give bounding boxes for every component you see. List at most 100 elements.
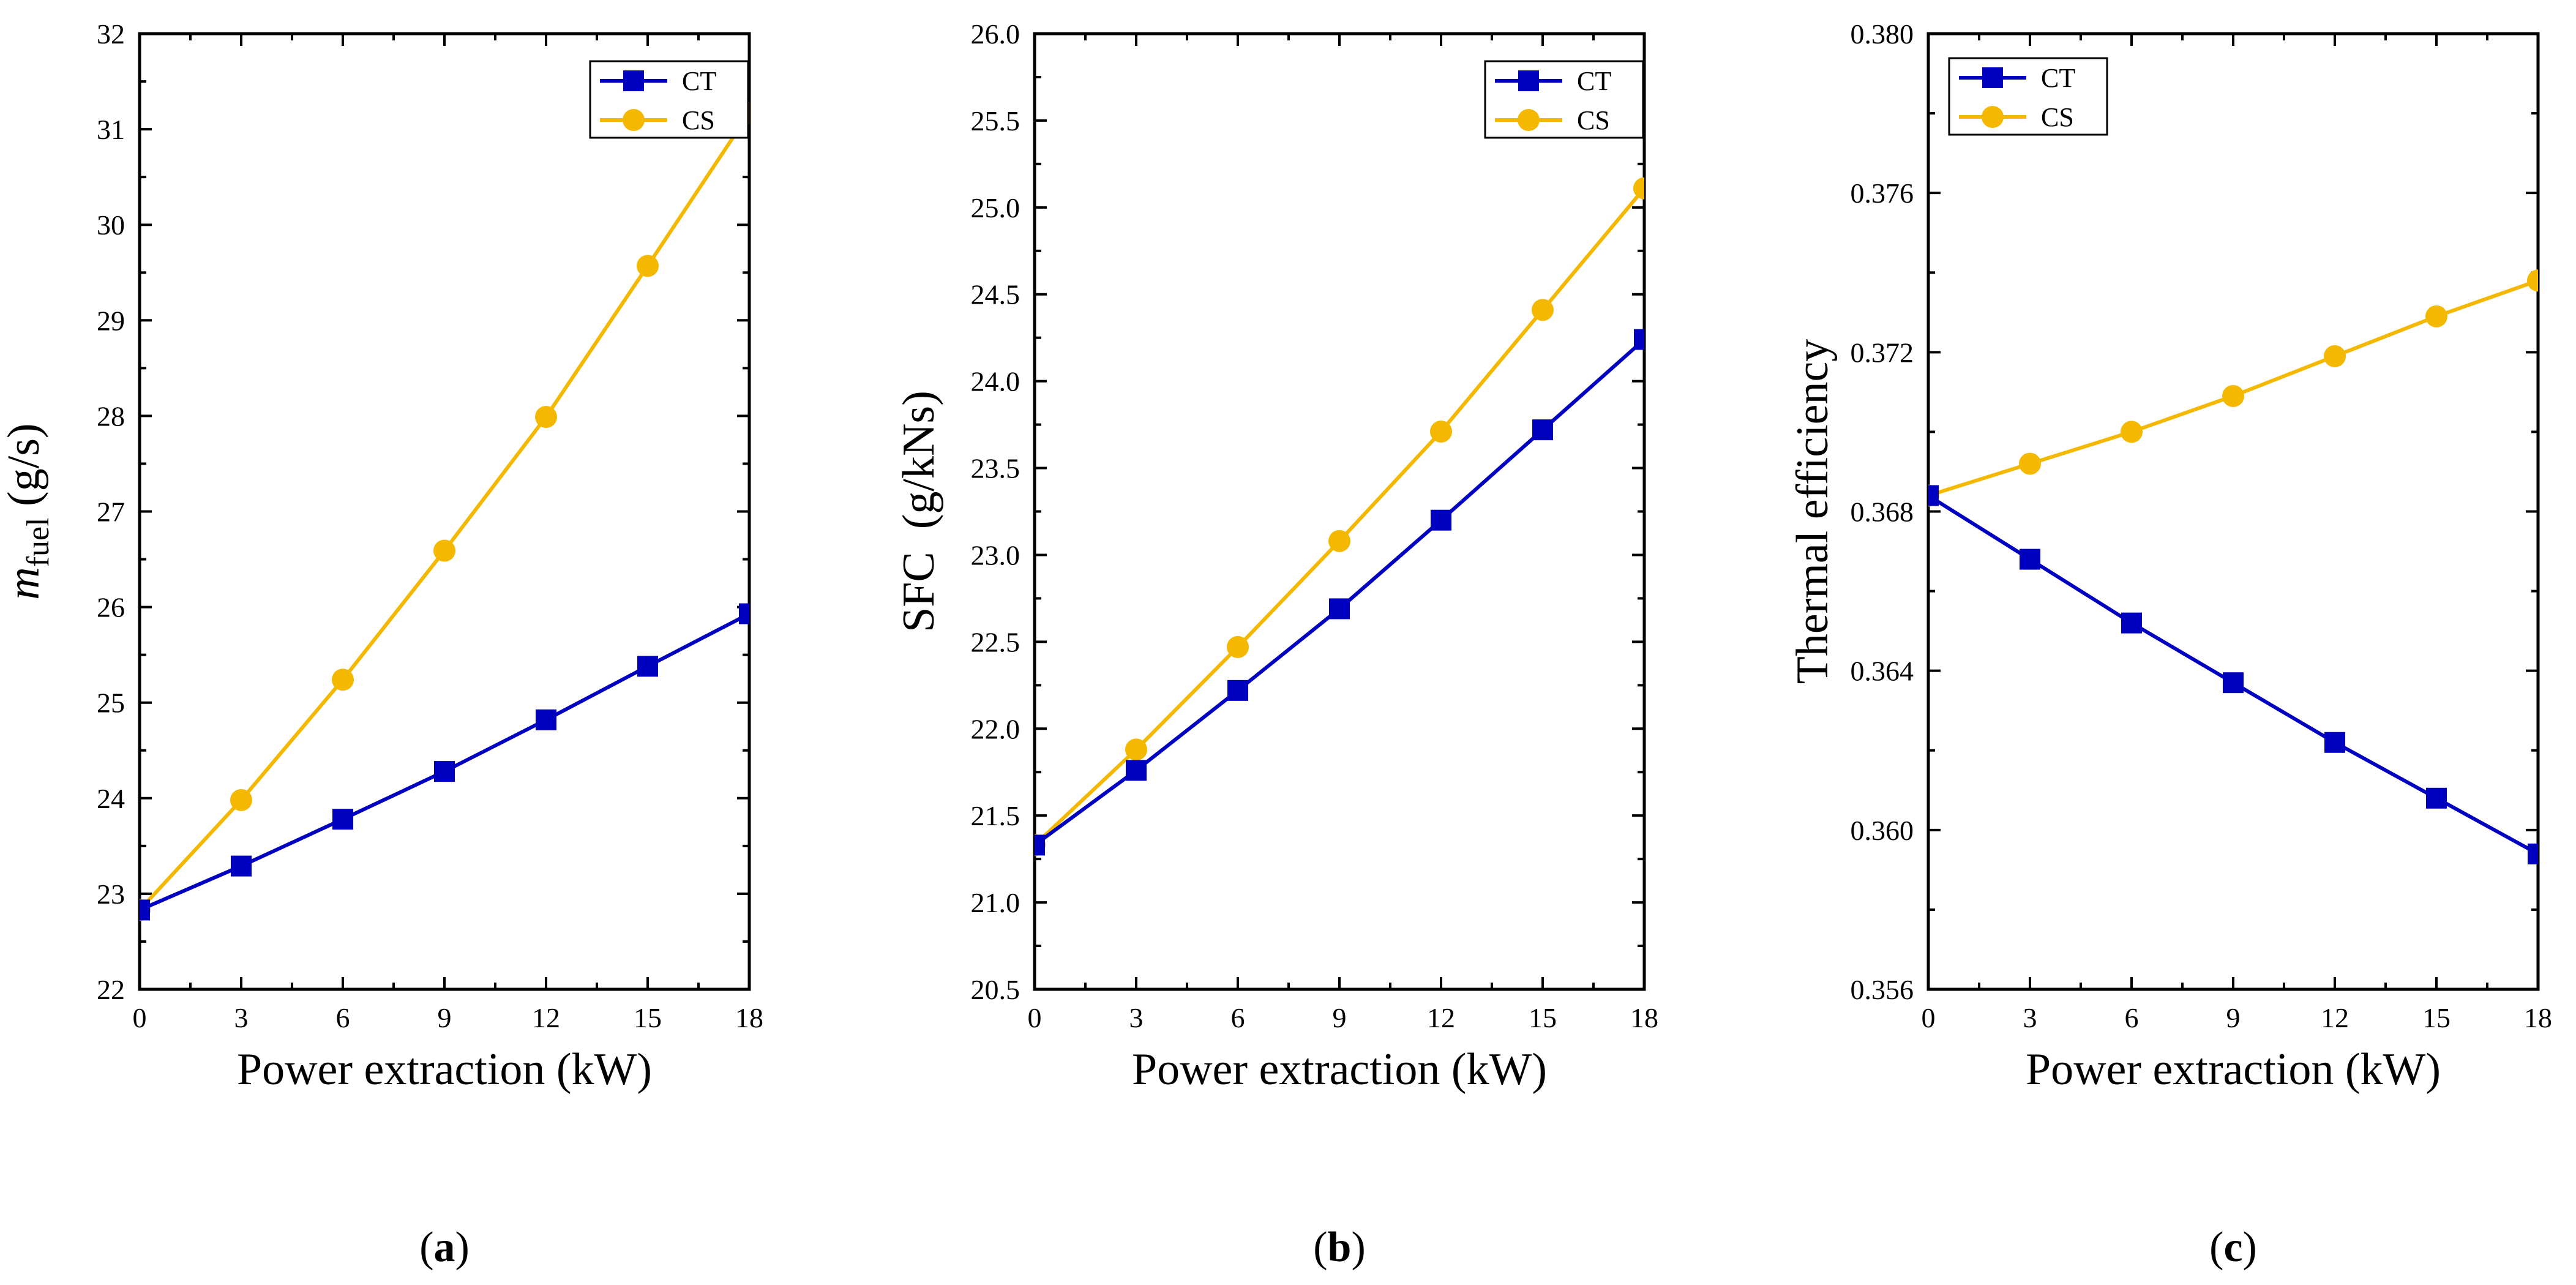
plot-frame bbox=[138, 32, 751, 991]
data-point-ct bbox=[1126, 760, 1147, 781]
y-tick-label: 26.0 bbox=[971, 18, 1020, 50]
legend-box bbox=[1948, 57, 2108, 136]
y-tick-label: 0.360 bbox=[1851, 815, 1914, 846]
data-point-cs bbox=[1328, 530, 1350, 552]
y-axis-title-unit: (g/s) bbox=[0, 423, 49, 517]
data-point-ct bbox=[1035, 834, 1045, 856]
data-point-ct bbox=[2426, 787, 2447, 809]
plot-frame bbox=[1926, 32, 2540, 991]
x-tick-label: 18 bbox=[735, 1002, 763, 1033]
chart-panel-a: 0 3 6 9 12 15 18 22 23 24 25 26 27 28 29 30 31 32 Power ex… bbox=[0, 18, 763, 1271]
legend-marker-cs bbox=[1518, 109, 1540, 131]
data-point-cs bbox=[637, 255, 659, 277]
data-point-cs bbox=[1633, 177, 1644, 200]
legend-box bbox=[1484, 60, 1644, 139]
y-axis-title: Thermal efficiency bbox=[1788, 339, 1838, 684]
legend: CT CS bbox=[1948, 57, 2108, 136]
panel-label: (b) bbox=[1313, 1224, 1366, 1271]
x-tick-label: 0 bbox=[1028, 1002, 1042, 1033]
data-point-cs bbox=[1532, 299, 1554, 321]
legend-label-ct: CT bbox=[2041, 63, 2075, 93]
x-tick-label: 3 bbox=[2023, 1002, 2037, 1033]
y-tick-label: 0.368 bbox=[1851, 496, 1914, 528]
series-line-cs bbox=[140, 111, 749, 912]
data-point-cs bbox=[332, 669, 354, 691]
x-tick-label: 9 bbox=[1333, 1002, 1347, 1033]
y-tick-label: 21.5 bbox=[971, 800, 1020, 831]
x-tick-label: 0 bbox=[133, 1002, 147, 1033]
data-point-ct bbox=[140, 899, 150, 921]
data-point-cs bbox=[1125, 738, 1147, 761]
legend: CT CS bbox=[589, 60, 749, 139]
y-tick-label: 0.376 bbox=[1851, 178, 1914, 209]
y-tick-label: 0.372 bbox=[1851, 337, 1914, 368]
data-point-cs bbox=[2121, 421, 2143, 443]
legend-label-cs: CS bbox=[2041, 102, 2074, 132]
data-point-cs bbox=[2527, 269, 2538, 292]
y-tick-label: 24.0 bbox=[971, 366, 1020, 397]
y-tick-label: 26 bbox=[97, 592, 125, 623]
data-point-cs bbox=[2019, 452, 2041, 475]
y-tick-label: 20.5 bbox=[971, 974, 1020, 1005]
data-point-cs bbox=[2222, 384, 2244, 407]
y-tick-label: 25.0 bbox=[971, 192, 1020, 223]
y-tick-label: 31 bbox=[97, 114, 125, 145]
y-tick-label: 23.0 bbox=[971, 539, 1020, 571]
y-axis-title: SFC (g/kNs) bbox=[894, 391, 944, 632]
y-tick-label: 21.0 bbox=[971, 887, 1020, 918]
legend-marker-ct bbox=[1518, 70, 1539, 91]
y-tick-label: 22.0 bbox=[971, 713, 1020, 744]
y-axis-title-symbol: m bbox=[0, 567, 49, 599]
x-tick-label: 15 bbox=[634, 1002, 662, 1033]
x-tick-label: 0 bbox=[1922, 1002, 1936, 1033]
x-tick-label: 15 bbox=[2422, 1002, 2451, 1033]
data-point-ct bbox=[637, 656, 658, 677]
y-tick-label: 0.380 bbox=[1851, 18, 1914, 50]
y-tick-label: 23 bbox=[97, 879, 125, 910]
legend-marker-cs bbox=[1982, 106, 2004, 128]
data-point-ct bbox=[1532, 419, 1553, 441]
y-tick-label: 25.5 bbox=[971, 105, 1020, 137]
data-point-ct bbox=[2121, 612, 2142, 634]
y-tick-label: 22 bbox=[97, 974, 125, 1005]
legend-marker-ct bbox=[1982, 67, 2003, 88]
x-tick-label: 6 bbox=[1231, 1002, 1245, 1033]
y-tick-label: 24.5 bbox=[971, 279, 1020, 310]
data-point-ct bbox=[1634, 329, 1644, 350]
y-tick-label: 28 bbox=[97, 400, 125, 432]
data-point-cs bbox=[535, 405, 557, 428]
x-tick-label: 9 bbox=[438, 1002, 452, 1033]
x-tick-label: 6 bbox=[2125, 1002, 2139, 1033]
y-axis-title: mfuel (g/s) bbox=[0, 423, 56, 599]
x-tick-label: 15 bbox=[1529, 1002, 1557, 1033]
legend-box bbox=[589, 60, 749, 139]
y-tick-label: 22.5 bbox=[971, 626, 1020, 657]
legend-label-cs: CS bbox=[682, 105, 715, 135]
data-point-cs bbox=[433, 539, 455, 562]
legend-marker-cs bbox=[623, 109, 645, 131]
x-tick-label: 12 bbox=[1427, 1002, 1455, 1033]
y-tick-label: 25 bbox=[97, 687, 125, 719]
data-point-cs bbox=[230, 789, 252, 811]
data-point-ct bbox=[1431, 509, 1451, 531]
x-tick-label: 3 bbox=[234, 1002, 249, 1033]
data-point-ct bbox=[536, 709, 556, 730]
y-tick-label: 24 bbox=[97, 783, 125, 814]
x-tick-label: 3 bbox=[1129, 1002, 1144, 1033]
data-point-ct bbox=[739, 603, 749, 624]
legend-label-ct: CT bbox=[1577, 66, 1611, 96]
y-tick-label: 23.5 bbox=[971, 453, 1020, 484]
data-point-ct bbox=[2223, 672, 2244, 694]
data-point-cs bbox=[2425, 305, 2447, 328]
x-tick-label: 12 bbox=[2321, 1002, 2349, 1033]
plot-area bbox=[1928, 269, 2538, 864]
x-tick-label: 12 bbox=[532, 1002, 560, 1033]
data-point-ct bbox=[2528, 843, 2538, 864]
plot-area bbox=[140, 102, 749, 921]
chart-panel-c: 0 3 6 9 12 15 18 0.356 0.360 0.364 0.368 0.372 0.376… bbox=[1788, 18, 2552, 1271]
data-point-ct bbox=[1928, 485, 1939, 506]
data-point-ct bbox=[1227, 680, 1248, 701]
x-tick-label: 6 bbox=[336, 1002, 350, 1033]
data-point-ct bbox=[332, 809, 353, 830]
